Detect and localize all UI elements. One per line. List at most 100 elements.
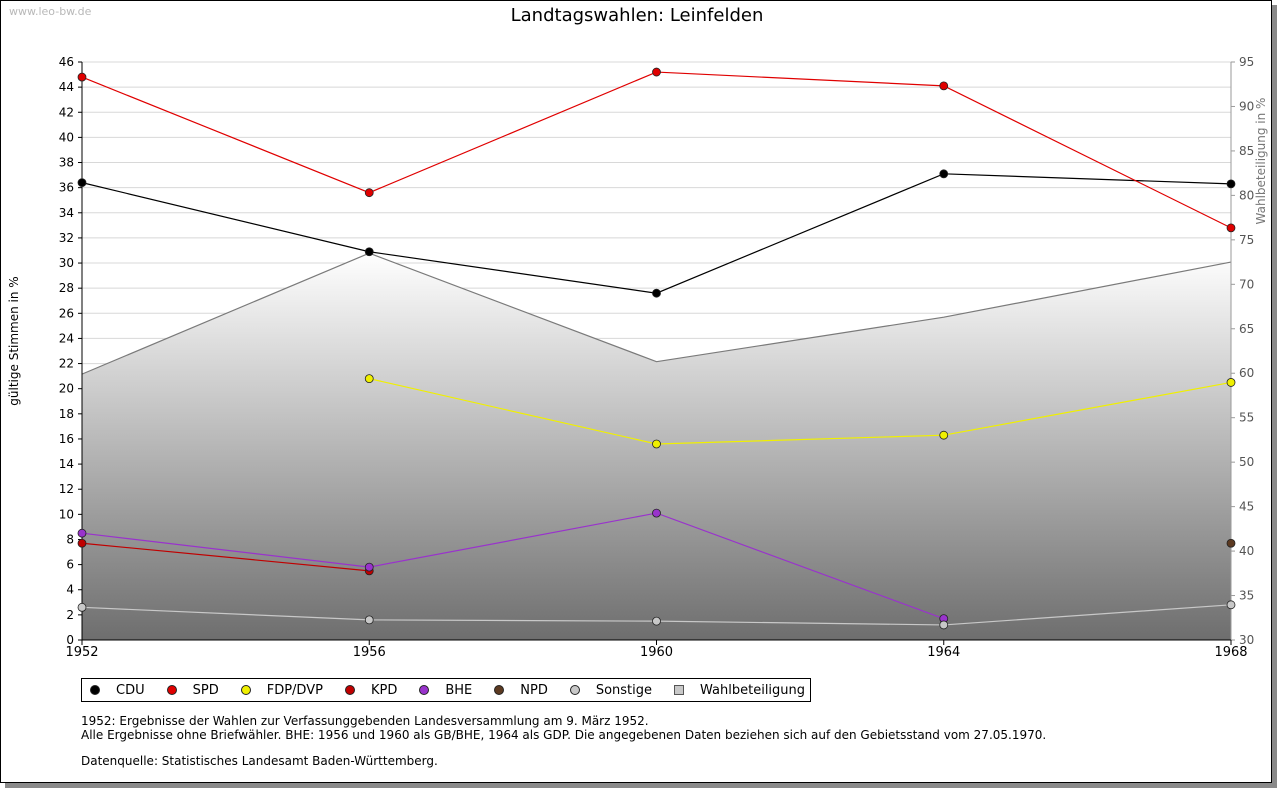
y2-tick-label: 45 [1239, 500, 1254, 514]
legend-marker-wahlbeteiligung-icon [674, 685, 685, 695]
legend-item-sonstige: Sonstige [569, 682, 653, 698]
note-source: Datenquelle: Statistisches Landesamt Bad… [81, 754, 438, 768]
data-point-bhe [652, 508, 661, 518]
data-point-spd [1226, 223, 1236, 233]
y-tick-label: 20 [59, 382, 74, 396]
legend-marker-fdp-icon [240, 685, 251, 695]
y-tick-label: 26 [59, 306, 74, 320]
y-tick-label: 6 [66, 558, 74, 572]
legend-item-wahlbeteiligung: Wahlbeteiligung [674, 683, 805, 698]
data-point-bhe [364, 562, 374, 572]
x-tick-label: 1952 [65, 645, 98, 660]
y-tick-label: 30 [59, 256, 74, 270]
x-tick-label: 1964 [927, 645, 960, 660]
y2-tick-label: 55 [1239, 411, 1254, 425]
y2-tick-label: 80 [1239, 188, 1254, 202]
chart-plot: 0246810121416182022242628303234363840424… [7, 55, 1268, 660]
y-tick-label: 16 [59, 432, 74, 446]
y2-tick-label: 90 [1239, 99, 1254, 113]
y2-tick-label: 75 [1239, 233, 1254, 247]
notes: 1952: Ergebnisse der Wahlen zur Verfassu… [81, 714, 1046, 768]
data-point-spd [652, 67, 661, 77]
legend-label-spd: SPD [192, 682, 219, 698]
series-line-spd [81, 71, 1232, 229]
legend-item-bhe: BHE [419, 683, 472, 698]
legend-marker-npd-icon [494, 685, 505, 695]
y-tick-label: 8 [66, 532, 74, 546]
legend-item-fdp: FDP/DVP [240, 682, 323, 698]
legend-item-spd: SPD [166, 682, 219, 698]
data-point-bhe [77, 528, 87, 538]
y-tick-label: 14 [59, 457, 74, 471]
data-point-fdp-dvp [1226, 378, 1236, 387]
x-tick-label: 1960 [640, 645, 673, 660]
legend-marker-spd-icon [166, 685, 177, 695]
data-point-spd [77, 72, 87, 82]
y-tick-label: 40 [59, 130, 74, 144]
y-tick-label: 36 [59, 181, 74, 195]
data-point-cdu [939, 169, 949, 179]
data-point-kpd [77, 538, 87, 548]
legend-label-npd: NPD [520, 682, 548, 698]
legend-label-wahlbeteiligung: Wahlbeteiligung [700, 682, 806, 698]
y2-tick-label: 30 [1239, 633, 1254, 647]
note-line-1: 1952: Ergebnisse der Wahlen zur Verfassu… [81, 714, 649, 728]
data-point-cdu [77, 178, 87, 188]
y-tick-label: 46 [59, 55, 74, 69]
turnout-line [81, 252, 1232, 375]
data-point-spd [364, 188, 374, 198]
series-line-cdu [81, 173, 1232, 294]
data-point-sonstige [1226, 600, 1236, 610]
chart-title: Landtagswahlen: Leinfelden [510, 5, 764, 26]
y2-axis-title: Wahlbeteiligung in % [1254, 98, 1268, 225]
series-line-bhe [81, 512, 944, 620]
y-tick-label: 42 [59, 105, 74, 119]
y-axis-title: gültige Stimmen in % [7, 276, 21, 405]
data-point-fdp-dvp [652, 439, 661, 449]
y2-tick-label: 70 [1239, 277, 1254, 291]
legend-label-cdu: CDU [116, 682, 145, 698]
data-point-sonstige [652, 616, 661, 626]
legend-label-sonstige: Sonstige [595, 682, 653, 698]
legend-label-fdp: FDP/DVP [266, 682, 323, 698]
y-tick-label: 4 [66, 583, 74, 597]
legend-label-bhe: BHE [445, 682, 473, 698]
y-tick-label: 18 [59, 407, 74, 421]
y-tick-label: 38 [59, 156, 74, 170]
series-line-kpd [81, 542, 370, 572]
y-tick-label: 28 [59, 281, 74, 295]
data-point-sonstige [939, 620, 949, 630]
legend-label-kpd: KPD [370, 682, 398, 698]
data-point-sonstige [364, 615, 374, 625]
data-point-sonstige [77, 602, 87, 612]
x-tick-label: 1968 [1214, 645, 1247, 660]
y-tick-label: 32 [59, 231, 74, 245]
y2-tick-label: 85 [1239, 144, 1254, 158]
y-tick-label: 0 [66, 633, 74, 647]
y2-tick-label: 60 [1239, 366, 1254, 380]
y2-tick-label: 50 [1239, 455, 1254, 469]
data-point-cdu [652, 288, 661, 298]
y-tick-label: 2 [66, 608, 74, 622]
y-tick-label: 10 [59, 507, 74, 521]
data-point-fdp-dvp [939, 430, 949, 440]
data-point-cdu [1226, 179, 1236, 189]
y2-tick-label: 95 [1239, 55, 1254, 69]
y-tick-label: 12 [59, 482, 74, 496]
y2-tick-label: 35 [1239, 589, 1254, 603]
y-tick-label: 44 [59, 80, 74, 94]
x-tick-label: 1956 [353, 645, 386, 660]
data-point-cdu [364, 247, 374, 257]
y-tick-label: 24 [59, 331, 74, 345]
legend-item-npd: NPD [494, 683, 548, 698]
note-line-2: Alle Ergebnisse ohne Briefwähler. BHE: 1… [81, 728, 1047, 742]
watermark: www.leo-bw.de [9, 5, 92, 18]
y2-tick-label: 40 [1239, 544, 1254, 558]
y2-tick-label: 65 [1239, 322, 1254, 336]
legend-item-cdu: CDU [90, 683, 145, 698]
data-point-spd [939, 81, 949, 91]
legend-item-kpd: KPD [344, 682, 398, 698]
y-tick-label: 34 [59, 206, 74, 220]
legend-marker-sonstige-icon [569, 685, 580, 695]
